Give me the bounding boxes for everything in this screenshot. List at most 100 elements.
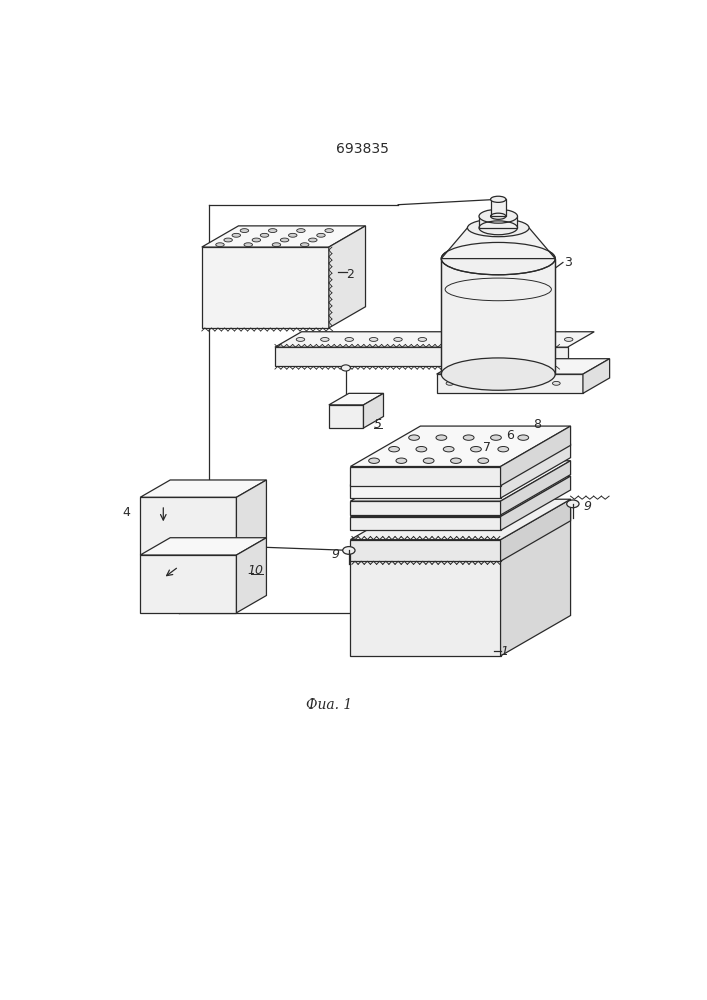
Text: 693835: 693835: [336, 142, 388, 156]
Ellipse shape: [269, 229, 277, 233]
Text: 9: 9: [331, 548, 339, 561]
Polygon shape: [501, 461, 571, 515]
Ellipse shape: [441, 358, 555, 390]
Ellipse shape: [320, 338, 329, 341]
Polygon shape: [351, 426, 571, 466]
Ellipse shape: [499, 381, 507, 385]
Ellipse shape: [564, 338, 573, 341]
Ellipse shape: [491, 435, 501, 440]
Ellipse shape: [409, 435, 419, 440]
Polygon shape: [201, 226, 366, 247]
Polygon shape: [351, 484, 501, 498]
Polygon shape: [351, 540, 501, 561]
Polygon shape: [363, 393, 383, 428]
Ellipse shape: [467, 219, 529, 237]
Text: 10: 10: [247, 564, 263, 577]
Ellipse shape: [443, 446, 454, 452]
Ellipse shape: [325, 229, 334, 233]
Ellipse shape: [436, 435, 447, 440]
Ellipse shape: [441, 242, 555, 275]
Polygon shape: [329, 405, 363, 428]
Polygon shape: [351, 444, 571, 484]
Polygon shape: [441, 259, 555, 374]
Polygon shape: [140, 497, 236, 555]
Ellipse shape: [232, 233, 240, 237]
Text: 7: 7: [483, 441, 491, 454]
Polygon shape: [583, 359, 609, 393]
Ellipse shape: [216, 243, 224, 247]
Ellipse shape: [478, 458, 489, 463]
Ellipse shape: [552, 381, 560, 385]
Ellipse shape: [240, 229, 249, 233]
Text: 2: 2: [346, 267, 354, 280]
Ellipse shape: [479, 209, 518, 223]
Ellipse shape: [345, 338, 354, 341]
Ellipse shape: [491, 196, 506, 202]
Ellipse shape: [244, 243, 252, 247]
Polygon shape: [351, 501, 501, 515]
Polygon shape: [351, 517, 501, 530]
Polygon shape: [501, 499, 571, 561]
Polygon shape: [351, 499, 571, 540]
Ellipse shape: [341, 365, 351, 371]
Polygon shape: [351, 466, 501, 486]
Polygon shape: [140, 480, 267, 497]
Ellipse shape: [515, 338, 524, 341]
Ellipse shape: [272, 243, 281, 247]
Text: 9: 9: [583, 500, 592, 513]
Text: 1: 1: [501, 645, 508, 658]
Ellipse shape: [308, 238, 317, 242]
Ellipse shape: [418, 338, 426, 341]
Ellipse shape: [252, 238, 261, 242]
Ellipse shape: [446, 381, 454, 385]
Ellipse shape: [396, 458, 407, 463]
Ellipse shape: [443, 338, 451, 341]
Ellipse shape: [540, 338, 549, 341]
Ellipse shape: [450, 458, 462, 463]
Text: Фиа. 1: Фиа. 1: [305, 698, 352, 712]
Ellipse shape: [473, 381, 480, 385]
Ellipse shape: [317, 233, 325, 237]
Ellipse shape: [423, 458, 434, 463]
Polygon shape: [351, 550, 501, 656]
Polygon shape: [501, 426, 571, 486]
Polygon shape: [275, 332, 594, 347]
Text: 6: 6: [506, 429, 514, 442]
Polygon shape: [351, 476, 571, 517]
Ellipse shape: [471, 446, 481, 452]
Ellipse shape: [260, 233, 269, 237]
Ellipse shape: [416, 446, 427, 452]
Polygon shape: [275, 347, 568, 366]
Ellipse shape: [343, 547, 355, 554]
Polygon shape: [236, 480, 267, 555]
Ellipse shape: [394, 338, 402, 341]
Polygon shape: [201, 247, 329, 328]
Polygon shape: [140, 538, 267, 555]
Polygon shape: [329, 226, 366, 328]
Text: 3: 3: [563, 256, 571, 269]
Ellipse shape: [224, 238, 233, 242]
Ellipse shape: [297, 229, 305, 233]
Ellipse shape: [389, 446, 399, 452]
Text: 5: 5: [373, 418, 381, 431]
Ellipse shape: [498, 446, 508, 452]
Text: 8: 8: [533, 418, 541, 431]
Text: 4: 4: [122, 506, 130, 519]
Polygon shape: [501, 444, 571, 498]
Polygon shape: [351, 461, 571, 501]
Ellipse shape: [491, 338, 500, 341]
Polygon shape: [437, 359, 609, 374]
Polygon shape: [501, 476, 571, 530]
Ellipse shape: [567, 500, 579, 508]
Polygon shape: [501, 509, 571, 656]
Polygon shape: [437, 374, 583, 393]
Ellipse shape: [288, 233, 297, 237]
Polygon shape: [329, 393, 383, 405]
Polygon shape: [479, 216, 518, 228]
Polygon shape: [441, 228, 555, 259]
Polygon shape: [491, 199, 506, 216]
Ellipse shape: [463, 435, 474, 440]
Ellipse shape: [300, 243, 309, 247]
Ellipse shape: [368, 458, 380, 463]
Ellipse shape: [467, 338, 475, 341]
